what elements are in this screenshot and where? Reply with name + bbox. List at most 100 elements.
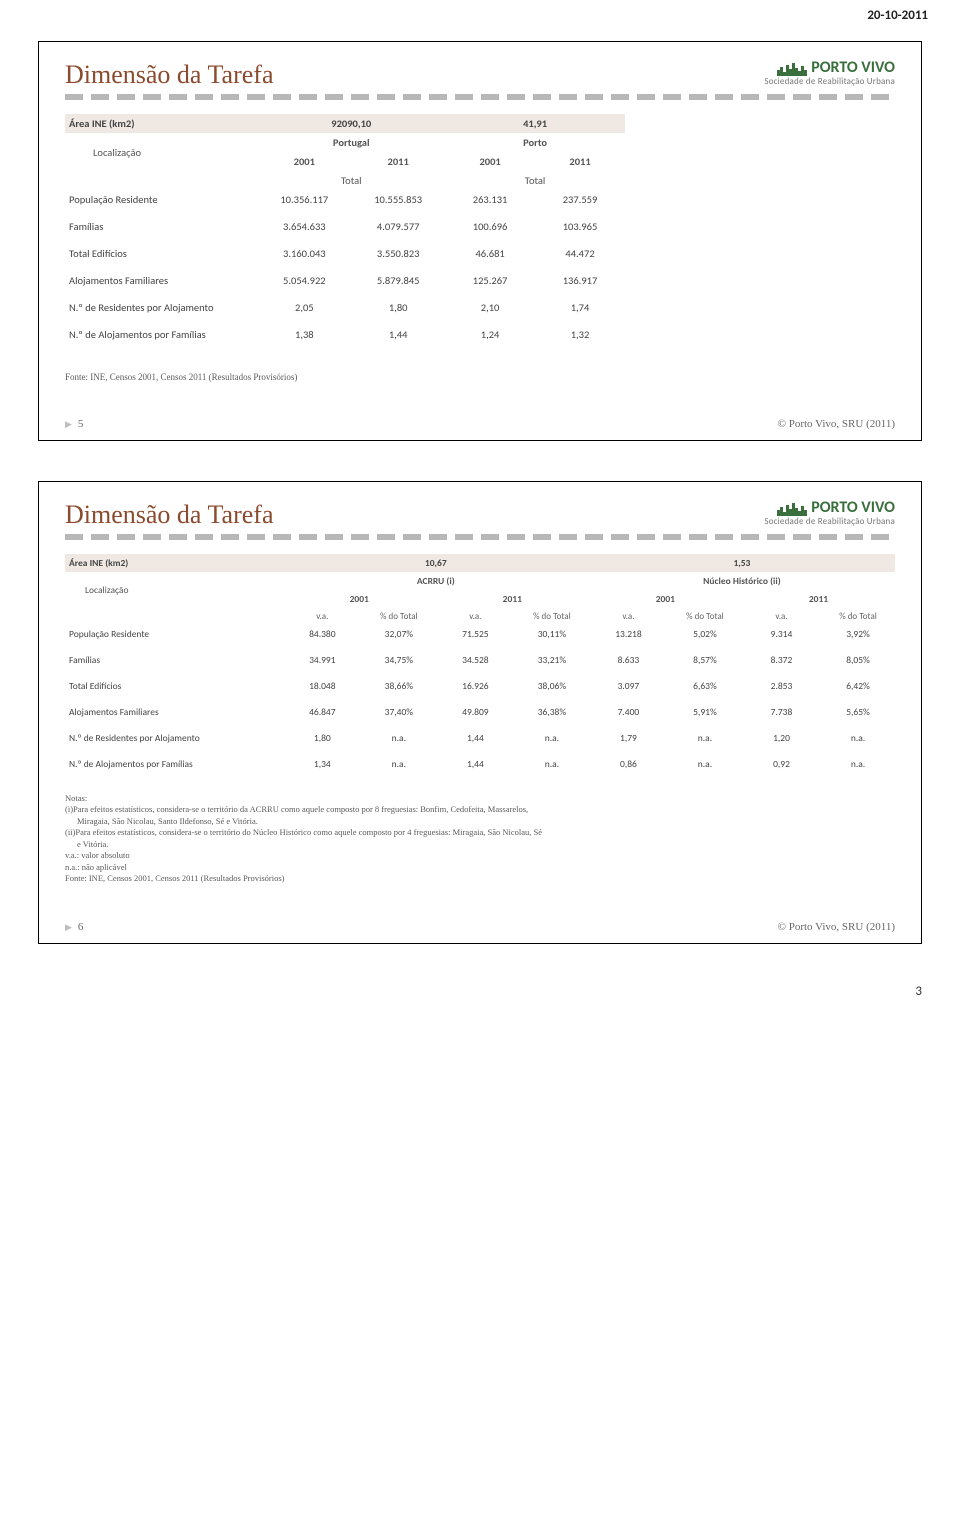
sh3: % do Total — [515, 608, 589, 625]
cell: n.a. — [362, 755, 436, 773]
cell: 5.879.845 — [351, 271, 445, 290]
slide-number: 6 — [65, 921, 83, 933]
area-label: Área INE (km2) — [65, 554, 283, 572]
y1: 2011 — [436, 590, 589, 608]
row-label: Alojamentos Familiares — [65, 703, 283, 721]
region-0: Portugal — [257, 133, 445, 152]
slide-1: Dimensão da Tarefa PORTO VIVO Sociedade … — [38, 41, 922, 441]
copyright: © Porto Vivo, SRU (2011) — [778, 418, 895, 430]
cell: 1,20 — [742, 729, 821, 747]
region-1: Porto — [445, 133, 625, 152]
notes-title: Notas: — [65, 793, 895, 804]
cell: 33,21% — [515, 651, 589, 669]
cell: n.a. — [821, 729, 895, 747]
porto-vivo-logo: PORTO VIVO Sociedade de Reabilitação Urb… — [764, 500, 895, 527]
note-line: n.a.: não aplicável — [65, 862, 895, 873]
table-row: N.º de Residentes por Alojamento1,80n.a.… — [65, 729, 895, 747]
sh0: v.a. — [283, 608, 362, 625]
area-val-0: 92090,10 — [257, 114, 445, 133]
cell: 1,80 — [283, 729, 362, 747]
cell: 136.917 — [535, 271, 625, 290]
y3: 2011 — [742, 590, 895, 608]
area-val-1: 41,91 — [445, 114, 625, 133]
cell: 263.131 — [445, 190, 535, 209]
cell: 1,34 — [283, 755, 362, 773]
slide-title: Dimensão da Tarefa — [65, 60, 274, 90]
row-label: População Residente — [65, 190, 257, 209]
table-row: Alojamentos Familiares46.84737,40%49.809… — [65, 703, 895, 721]
cell: 1,80 — [351, 298, 445, 317]
cell: 1,38 — [257, 325, 351, 344]
cell: n.a. — [668, 755, 742, 773]
cell: 37,40% — [362, 703, 436, 721]
cell: 34.528 — [436, 651, 515, 669]
note-line: v.a.: valor absoluto — [65, 850, 895, 861]
y1: 2011 — [351, 152, 445, 171]
cell: 3.097 — [589, 677, 668, 695]
title-underline — [65, 94, 895, 100]
cell: 46.681 — [445, 244, 535, 263]
row-label: Famílias — [65, 651, 283, 669]
cell: 34.991 — [283, 651, 362, 669]
cell: 1,44 — [351, 325, 445, 344]
cell: 1,74 — [535, 298, 625, 317]
cell: 3.550.823 — [351, 244, 445, 263]
cell: 38,06% — [515, 677, 589, 695]
skyline-icon — [777, 500, 807, 516]
note-line: e Vitória. — [65, 839, 895, 850]
sh1: % do Total — [362, 608, 436, 625]
cell: 36,38% — [515, 703, 589, 721]
cell: 2,05 — [257, 298, 351, 317]
cell: 44.472 — [535, 244, 625, 263]
table-row: População Residente84.38032,07%71.52530,… — [65, 625, 895, 643]
total-1: Total — [445, 171, 625, 190]
row-label: N.º de Alojamentos por Famílias — [65, 755, 283, 773]
row-label: Famílias — [65, 217, 257, 236]
logo-sub: Sociedade de Reabilitação Urbana — [764, 76, 895, 87]
area-label: Área INE (km2) — [65, 114, 257, 133]
table-row: N.º de Alojamentos por Famílias1,381,441… — [65, 325, 625, 344]
cell: n.a. — [821, 755, 895, 773]
cell: 10.555.853 — [351, 190, 445, 209]
notes-block: Notas: (i)Para efeitos estatísticos, con… — [65, 793, 895, 885]
area-val-1: 1,53 — [589, 554, 895, 572]
source-note: Fonte: INE, Censos 2001, Censos 2011 (Re… — [65, 372, 895, 382]
slide-number: 5 — [65, 418, 83, 430]
logo-sub: Sociedade de Reabilitação Urbana — [764, 516, 895, 527]
cell: 8.372 — [742, 651, 821, 669]
cell: 18.048 — [283, 677, 362, 695]
cell: 32,07% — [362, 625, 436, 643]
table-acrru-nucleo: Área INE (km2) 10,67 1,53 Localização AC… — [65, 554, 895, 773]
region-0: ACRRU (i) — [283, 572, 589, 590]
cell: 100.696 — [445, 217, 535, 236]
cell: 7.738 — [742, 703, 821, 721]
porto-vivo-logo: PORTO VIVO Sociedade de Reabilitação Urb… — [764, 60, 895, 87]
cell: 34,75% — [362, 651, 436, 669]
cell: 1,44 — [436, 755, 515, 773]
cell: 30,11% — [515, 625, 589, 643]
sh5: % do Total — [668, 608, 742, 625]
table-row: Alojamentos Familiares5.054.9225.879.845… — [65, 271, 625, 290]
cell: 3.160.043 — [257, 244, 351, 263]
slide-title: Dimensão da Tarefa — [65, 500, 274, 530]
cell: 6,42% — [821, 677, 895, 695]
table-row: Total Edifícios3.160.0433.550.82346.6814… — [65, 244, 625, 263]
cell: 7.400 — [589, 703, 668, 721]
cell: 8,05% — [821, 651, 895, 669]
note-line: Miragaia, São Nicolau, Santo Ildefonso, … — [65, 816, 895, 827]
table-row: N.º de Residentes por Alojamento2,051,80… — [65, 298, 625, 317]
cell: 5,02% — [668, 625, 742, 643]
cell: n.a. — [515, 755, 589, 773]
cell: 125.267 — [445, 271, 535, 290]
row-label: N.º de Residentes por Alojamento — [65, 298, 257, 317]
row-label: Total Edifícios — [65, 244, 257, 263]
cell: 46.847 — [283, 703, 362, 721]
cell: n.a. — [515, 729, 589, 747]
doc-page-number: 3 — [0, 984, 960, 1009]
cell: 1,79 — [589, 729, 668, 747]
row-label: Total Edifícios — [65, 677, 283, 695]
note-line: Fonte: INE, Censos 2001, Censos 2011 (Re… — [65, 873, 895, 884]
region-1: Núcleo Histórico (ii) — [589, 572, 895, 590]
copyright: © Porto Vivo, SRU (2011) — [778, 921, 895, 933]
cell: 2,10 — [445, 298, 535, 317]
